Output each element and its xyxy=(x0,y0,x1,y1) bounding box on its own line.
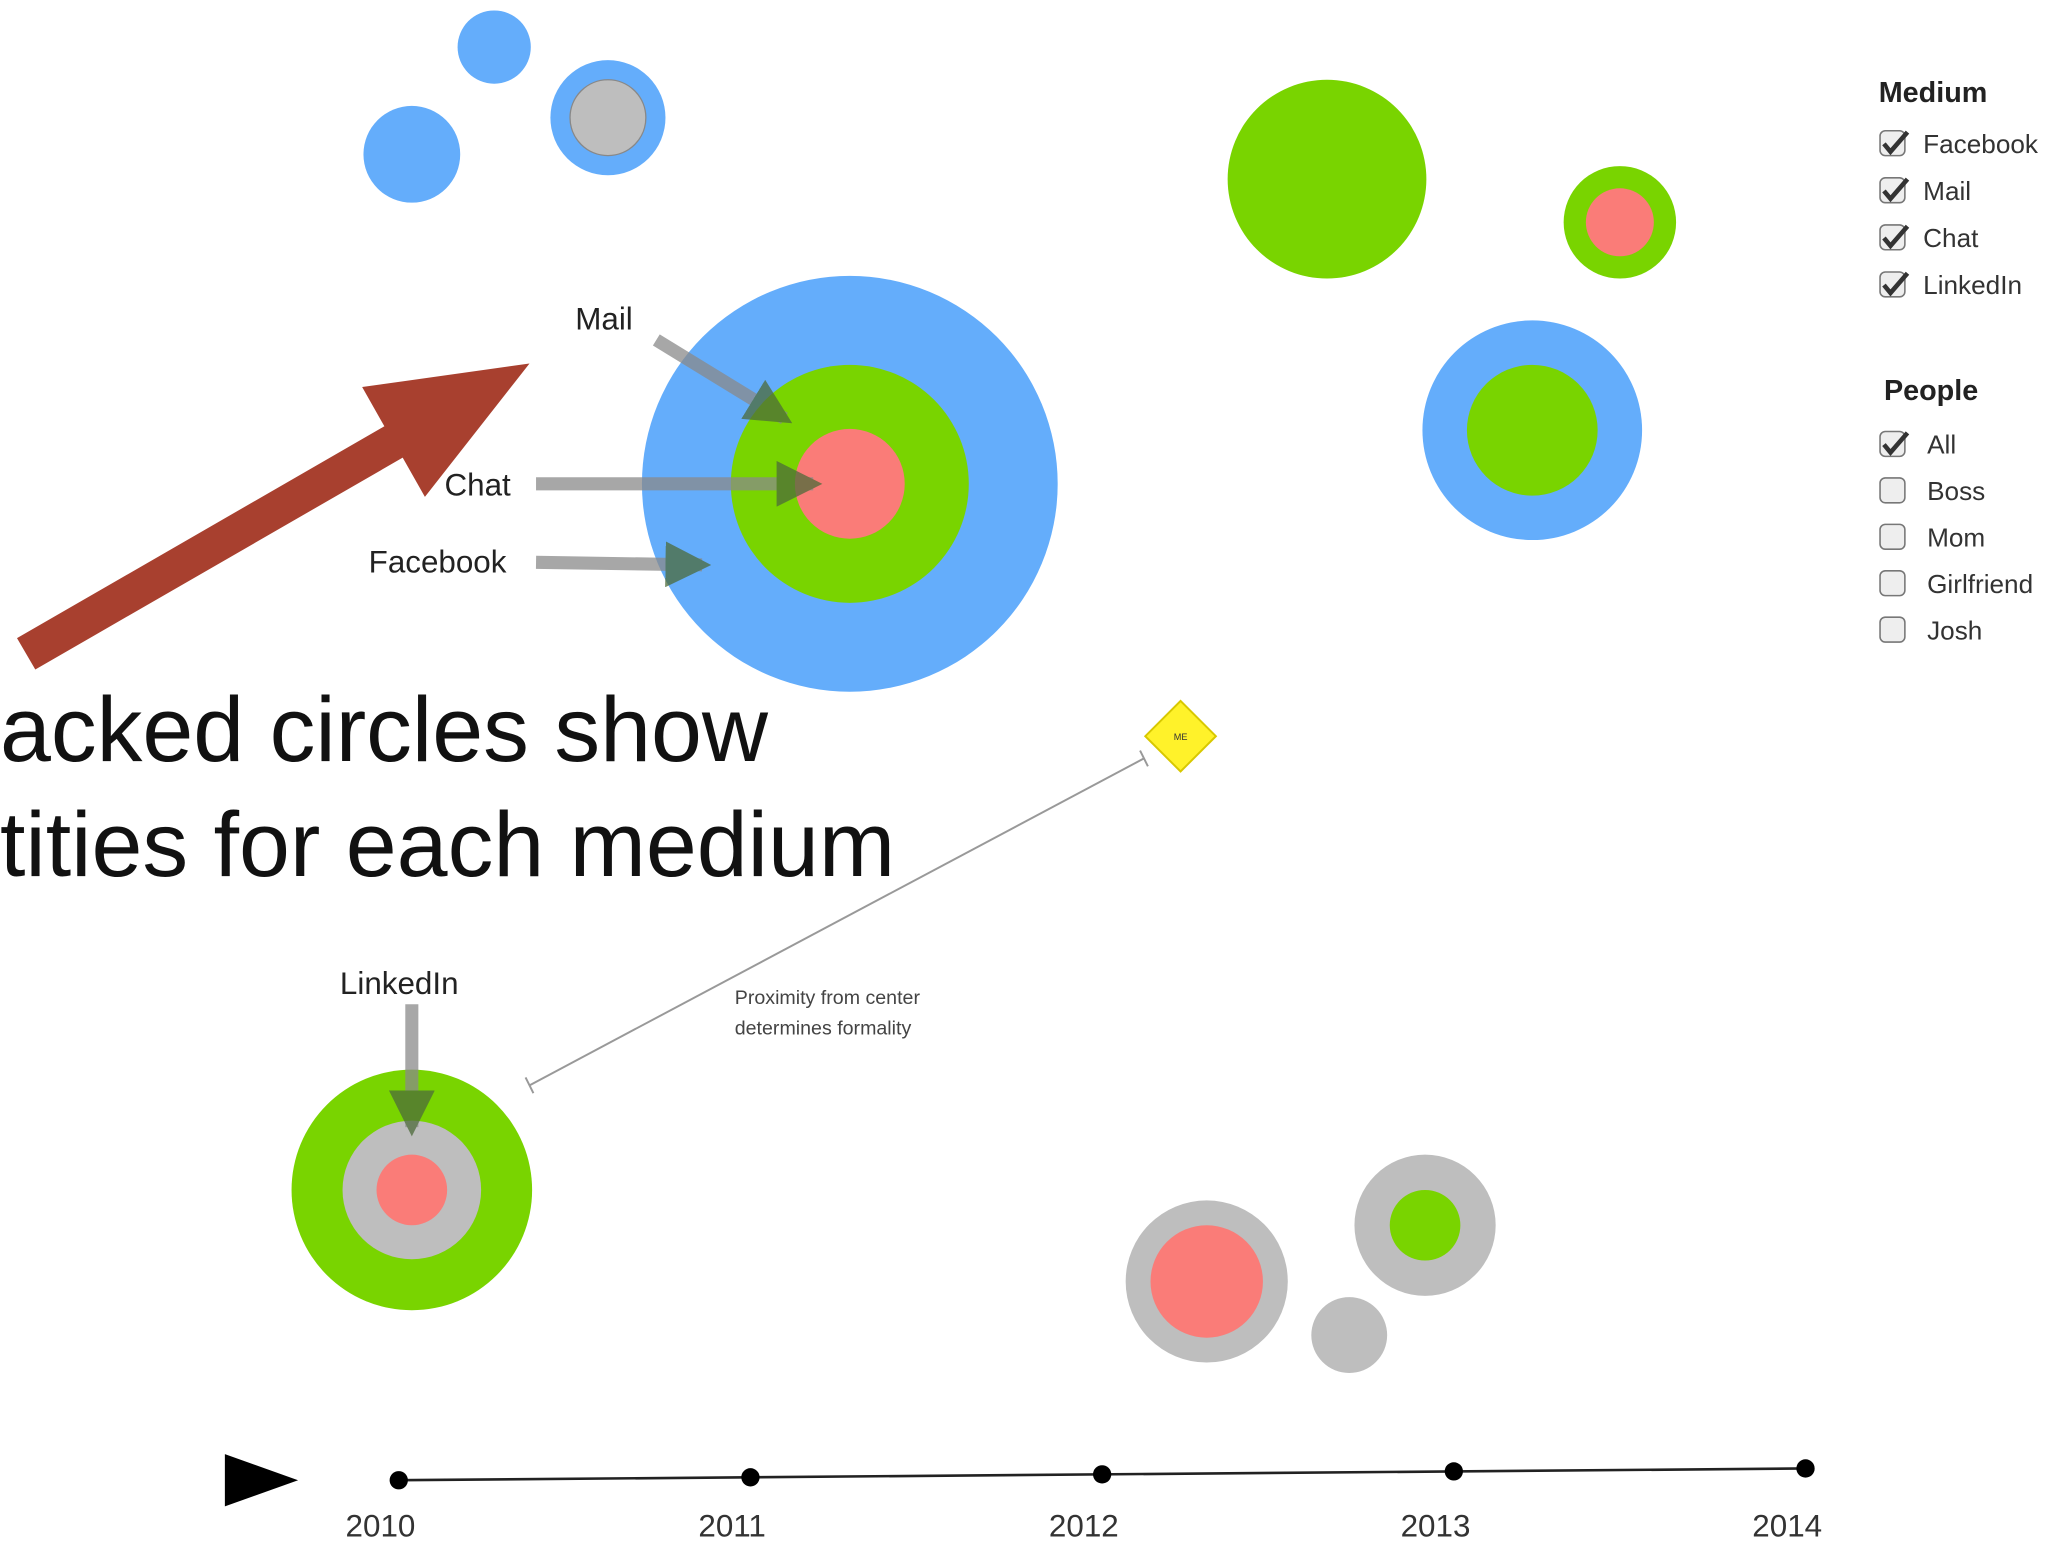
annotation: Mail xyxy=(575,302,633,337)
year-label: 2013 xyxy=(1401,1508,1471,1543)
legend-label[interactable]: Josh xyxy=(1927,615,1982,645)
year-label: 2014 xyxy=(1752,1508,1822,1543)
timeline-dot[interactable] xyxy=(1796,1459,1815,1478)
proximity-line-end xyxy=(1139,750,1149,767)
timeline-dot[interactable] xyxy=(741,1468,760,1487)
year-label: 2011 xyxy=(698,1508,765,1543)
bubble xyxy=(1150,1225,1263,1338)
timeline-dot[interactable] xyxy=(389,1471,408,1490)
legend-label[interactable]: Boss xyxy=(1927,476,1985,506)
me-node xyxy=(1143,699,1218,773)
timeline-dot[interactable] xyxy=(1444,1462,1463,1481)
legend: Medium Facebook Mail Chat LinkedIn People All B… xyxy=(1879,77,2039,645)
me-label: ME xyxy=(1174,732,1188,742)
proximity-line xyxy=(529,757,1145,1087)
legend-title: Medium xyxy=(1879,77,1988,109)
caption: tities for each medium xyxy=(0,794,895,896)
annotation: Facebook xyxy=(369,545,507,580)
callout-arrow xyxy=(16,363,530,670)
legend-title: People xyxy=(1884,375,1978,407)
annotation: determines formality xyxy=(735,1017,912,1039)
year-label: 2010 xyxy=(346,1508,416,1543)
legend-label[interactable]: Mom xyxy=(1927,523,1985,553)
checkbox[interactable] xyxy=(1879,569,1906,597)
legend-label[interactable]: Chat xyxy=(1923,223,1979,253)
pointer xyxy=(652,334,793,425)
play-button[interactable] xyxy=(224,1454,299,1507)
legend-label[interactable]: LinkedIn xyxy=(1923,270,2022,300)
checkmark xyxy=(1882,224,1910,250)
timeline: 2010 2011 2012 2013 2014 xyxy=(346,1459,1822,1543)
checkbox[interactable] xyxy=(1879,523,1906,550)
checkmark xyxy=(1882,431,1910,456)
bubble xyxy=(1389,1189,1461,1261)
timeline-dot[interactable] xyxy=(1092,1465,1112,1484)
annotation: LinkedIn xyxy=(340,966,459,1001)
checkbox[interactable] xyxy=(1879,477,1906,504)
caption: acked circles show xyxy=(0,679,769,781)
bubble xyxy=(794,428,905,539)
proximity-line-end xyxy=(524,1077,535,1094)
legend-label[interactable]: Facebook xyxy=(1923,129,2039,159)
bubble xyxy=(1466,364,1598,496)
bubble xyxy=(1585,188,1654,257)
legend-label[interactable]: Mail xyxy=(1923,176,1971,206)
bubble xyxy=(376,1154,448,1226)
bubble xyxy=(457,10,531,84)
legend-label[interactable]: Girlfriend xyxy=(1927,569,2033,599)
annotation: Proximity from center xyxy=(735,987,921,1009)
checkmark xyxy=(1882,130,1910,156)
checkmark xyxy=(1882,271,1910,297)
bubble xyxy=(363,105,461,203)
bubble xyxy=(569,79,647,157)
legend-label[interactable]: All xyxy=(1927,430,1956,460)
bubble xyxy=(1311,1297,1388,1374)
bubble xyxy=(1227,79,1427,279)
year-label: 2012 xyxy=(1049,1508,1119,1543)
checkmark xyxy=(1882,177,1910,203)
checkbox[interactable] xyxy=(1879,616,1906,643)
annotation: Chat xyxy=(445,468,512,503)
pointer xyxy=(535,541,712,588)
